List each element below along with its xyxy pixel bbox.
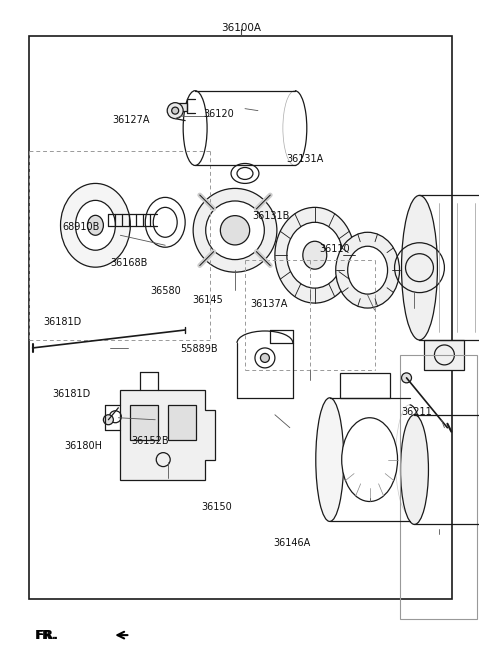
Ellipse shape (220, 215, 250, 245)
Circle shape (103, 415, 113, 424)
Bar (130, 405, 158, 440)
Text: 36181D: 36181D (44, 317, 82, 327)
Text: 36180H: 36180H (64, 442, 102, 451)
Ellipse shape (75, 200, 115, 250)
Bar (399, 355, 477, 619)
Bar (177, 102, 187, 110)
Ellipse shape (400, 415, 429, 524)
Text: 36131B: 36131B (252, 211, 290, 221)
Text: FR.: FR. (35, 629, 57, 642)
Ellipse shape (287, 222, 343, 288)
Ellipse shape (193, 189, 277, 272)
Text: 36127A: 36127A (112, 115, 150, 125)
Polygon shape (424, 340, 464, 370)
Text: 36120: 36120 (203, 108, 234, 119)
Text: 36131A: 36131A (286, 154, 323, 164)
Text: 36181D: 36181D (52, 389, 91, 399)
Circle shape (402, 373, 411, 383)
Ellipse shape (402, 195, 437, 340)
Ellipse shape (275, 208, 355, 303)
Text: 36137A: 36137A (250, 298, 288, 309)
Ellipse shape (87, 215, 103, 235)
Text: 36110: 36110 (320, 244, 350, 254)
Ellipse shape (303, 241, 327, 269)
Text: 36580: 36580 (150, 286, 181, 296)
Ellipse shape (60, 183, 130, 267)
Text: 68910B: 68910B (62, 222, 100, 232)
Ellipse shape (336, 233, 399, 308)
Circle shape (261, 353, 269, 363)
Ellipse shape (316, 397, 344, 522)
Text: 36145: 36145 (192, 296, 223, 306)
Ellipse shape (348, 246, 387, 294)
Ellipse shape (206, 201, 264, 260)
Text: 36100A: 36100A (221, 24, 261, 34)
Text: 36168B: 36168B (110, 258, 148, 268)
Polygon shape (340, 373, 390, 397)
Text: 55889B: 55889B (180, 344, 218, 355)
Ellipse shape (342, 418, 397, 501)
Polygon shape (120, 390, 215, 480)
Text: 36152B: 36152B (131, 436, 169, 446)
Text: 36146A: 36146A (273, 538, 310, 549)
Text: 36211: 36211 (402, 407, 432, 417)
Bar (168, 405, 196, 440)
Text: FR.: FR. (36, 629, 59, 642)
Text: 36150: 36150 (202, 502, 232, 512)
Circle shape (172, 107, 179, 114)
Bar (29, 36, 452, 599)
Circle shape (167, 102, 183, 119)
Circle shape (409, 273, 420, 283)
